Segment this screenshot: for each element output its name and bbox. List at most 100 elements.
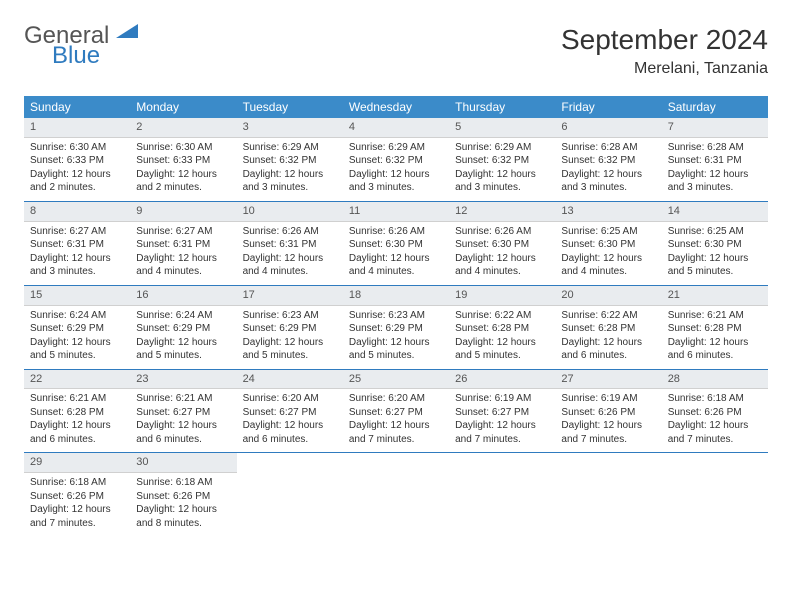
day-number: 8 — [24, 202, 130, 222]
sunset-line: Sunset: 6:31 PM — [243, 238, 337, 252]
day-body: Sunrise: 6:29 AMSunset: 6:32 PMDaylight:… — [449, 138, 555, 201]
sunset-line: Sunset: 6:27 PM — [243, 406, 337, 420]
day-body: Sunrise: 6:28 AMSunset: 6:31 PMDaylight:… — [662, 138, 768, 201]
day-body: Sunrise: 6:18 AMSunset: 6:26 PMDaylight:… — [130, 473, 236, 536]
sunrise-line: Sunrise: 6:30 AM — [30, 141, 124, 155]
day-cell: 7Sunrise: 6:28 AMSunset: 6:31 PMDaylight… — [662, 118, 768, 201]
daylight-line: Daylight: 12 hours and 5 minutes. — [243, 336, 337, 363]
day-body: Sunrise: 6:23 AMSunset: 6:29 PMDaylight:… — [343, 306, 449, 369]
daylight-line: Daylight: 12 hours and 2 minutes. — [30, 168, 124, 195]
day-cell — [237, 453, 343, 536]
day-number: 19 — [449, 286, 555, 306]
day-cell: 3 Sunrise: 6:29 AMSunset: 6:32 PMDaylight… — [237, 118, 343, 201]
daylight-line: Daylight: 12 hours and 6 minutes. — [136, 419, 230, 446]
sunset-line: Sunset: 6:27 PM — [455, 406, 549, 420]
sunrise-line: Sunrise: 6:20 AM — [243, 392, 337, 406]
daylight-line: Daylight: 12 hours and 5 minutes. — [136, 336, 230, 363]
day-number: 18 — [343, 286, 449, 306]
day-number: 17 — [237, 286, 343, 306]
sunset-line: Sunset: 6:31 PM — [30, 238, 124, 252]
day-body: Sunrise: 6:21 AMSunset: 6:28 PMDaylight:… — [24, 389, 130, 452]
day-number: 27 — [555, 370, 661, 390]
day-number: 3 — [237, 118, 343, 138]
day-cell: 10Sunrise: 6:26 AMSunset: 6:31 PMDayligh… — [237, 201, 343, 285]
day-number: 14 — [662, 202, 768, 222]
day-cell: 30Sunrise: 6:18 AMSunset: 6:26 PMDayligh… — [130, 453, 236, 536]
sunrise-line: Sunrise: 6:21 AM — [30, 392, 124, 406]
sunrise-line: Sunrise: 6:26 AM — [455, 225, 549, 239]
sunset-line: Sunset: 6:28 PM — [668, 322, 762, 336]
sunrise-line: Sunrise: 6:29 AM — [243, 141, 337, 155]
day-cell — [343, 453, 449, 536]
day-cell: 4Sunrise: 6:29 AMSunset: 6:32 PMDaylight… — [343, 118, 449, 201]
sunset-line: Sunset: 6:26 PM — [668, 406, 762, 420]
location-label: Merelani, Tanzania — [561, 60, 768, 78]
calendar-table: SundayMondayTuesdayWednesdayThursdayFrid… — [24, 96, 768, 536]
day-body: Sunrise: 6:26 AMSunset: 6:31 PMDaylight:… — [237, 222, 343, 285]
day-body: Sunrise: 6:22 AMSunset: 6:28 PMDaylight:… — [555, 306, 661, 369]
sunset-line: Sunset: 6:30 PM — [349, 238, 443, 252]
sunrise-line: Sunrise: 6:29 AM — [349, 141, 443, 155]
day-body: Sunrise: 6:26 AMSunset: 6:30 PMDaylight:… — [449, 222, 555, 285]
daylight-line: Daylight: 12 hours and 6 minutes. — [243, 419, 337, 446]
day-cell: 21Sunrise: 6:21 AMSunset: 6:28 PMDayligh… — [662, 285, 768, 369]
daylight-line: Daylight: 12 hours and 7 minutes. — [30, 503, 124, 530]
day-cell: 29Sunrise: 6:18 AMSunset: 6:26 PMDayligh… — [24, 453, 130, 536]
day-cell: 18Sunrise: 6:23 AMSunset: 6:29 PMDayligh… — [343, 285, 449, 369]
sunset-line: Sunset: 6:32 PM — [455, 154, 549, 168]
day-cell: 12Sunrise: 6:26 AMSunset: 6:30 PMDayligh… — [449, 201, 555, 285]
weekday-header: Thursday — [449, 96, 555, 118]
sunset-line: Sunset: 6:29 PM — [349, 322, 443, 336]
sunset-line: Sunset: 6:32 PM — [243, 154, 337, 168]
day-number: 10 — [237, 202, 343, 222]
day-number: 2 — [130, 118, 236, 138]
daylight-line: Daylight: 12 hours and 6 minutes. — [668, 336, 762, 363]
day-cell: 14Sunrise: 6:25 AMSunset: 6:30 PMDayligh… — [662, 201, 768, 285]
sunrise-line: Sunrise: 6:26 AM — [243, 225, 337, 239]
day-number: 21 — [662, 286, 768, 306]
day-number: 15 — [24, 286, 130, 306]
day-cell: 11Sunrise: 6:26 AMSunset: 6:30 PMDayligh… — [343, 201, 449, 285]
sunrise-line: Sunrise: 6:20 AM — [349, 392, 443, 406]
day-cell — [555, 453, 661, 536]
day-number: 16 — [130, 286, 236, 306]
day-body: Sunrise: 6:25 AMSunset: 6:30 PMDaylight:… — [555, 222, 661, 285]
day-cell: 2Sunrise: 6:30 AMSunset: 6:33 PMDaylight… — [130, 118, 236, 201]
day-body: Sunrise: 6:20 AMSunset: 6:27 PMDaylight:… — [343, 389, 449, 452]
day-number: 5 — [449, 118, 555, 138]
page-title: September 2024 — [561, 24, 768, 56]
sunrise-line: Sunrise: 6:24 AM — [136, 309, 230, 323]
day-number: 6 — [555, 118, 661, 138]
sunset-line: Sunset: 6:27 PM — [136, 406, 230, 420]
day-body: Sunrise: 6:22 AMSunset: 6:28 PMDaylight:… — [449, 306, 555, 369]
daylight-line: Daylight: 12 hours and 7 minutes. — [561, 419, 655, 446]
day-body: Sunrise: 6:21 AMSunset: 6:27 PMDaylight:… — [130, 389, 236, 452]
sunrise-line: Sunrise: 6:18 AM — [136, 476, 230, 490]
daylight-line: Daylight: 12 hours and 7 minutes. — [349, 419, 443, 446]
daylight-line: Daylight: 12 hours and 6 minutes. — [30, 419, 124, 446]
sunrise-line: Sunrise: 6:21 AM — [136, 392, 230, 406]
day-number: 12 — [449, 202, 555, 222]
daylight-line: Daylight: 12 hours and 5 minutes. — [455, 336, 549, 363]
sunset-line: Sunset: 6:28 PM — [455, 322, 549, 336]
sunrise-line: Sunrise: 6:18 AM — [668, 392, 762, 406]
daylight-line: Daylight: 12 hours and 3 minutes. — [30, 252, 124, 279]
sunset-line: Sunset: 6:28 PM — [561, 322, 655, 336]
sunset-line: Sunset: 6:28 PM — [30, 406, 124, 420]
daylight-line: Daylight: 12 hours and 3 minutes. — [243, 168, 337, 195]
day-number: 9 — [130, 202, 236, 222]
sunset-line: Sunset: 6:31 PM — [136, 238, 230, 252]
daylight-line: Daylight: 12 hours and 5 minutes. — [668, 252, 762, 279]
sunrise-line: Sunrise: 6:28 AM — [561, 141, 655, 155]
logo: General Blue — [24, 24, 138, 68]
daylight-line: Daylight: 12 hours and 7 minutes. — [668, 419, 762, 446]
day-cell: 28Sunrise: 6:18 AMSunset: 6:26 PMDayligh… — [662, 369, 768, 453]
sunset-line: Sunset: 6:26 PM — [30, 490, 124, 504]
day-body: Sunrise: 6:25 AMSunset: 6:30 PMDaylight:… — [662, 222, 768, 285]
day-body: Sunrise: 6:19 AMSunset: 6:27 PMDaylight:… — [449, 389, 555, 452]
day-number: 20 — [555, 286, 661, 306]
day-number: 29 — [24, 453, 130, 473]
sunset-line: Sunset: 6:32 PM — [349, 154, 443, 168]
sunrise-line: Sunrise: 6:22 AM — [561, 309, 655, 323]
day-number: 25 — [343, 370, 449, 390]
